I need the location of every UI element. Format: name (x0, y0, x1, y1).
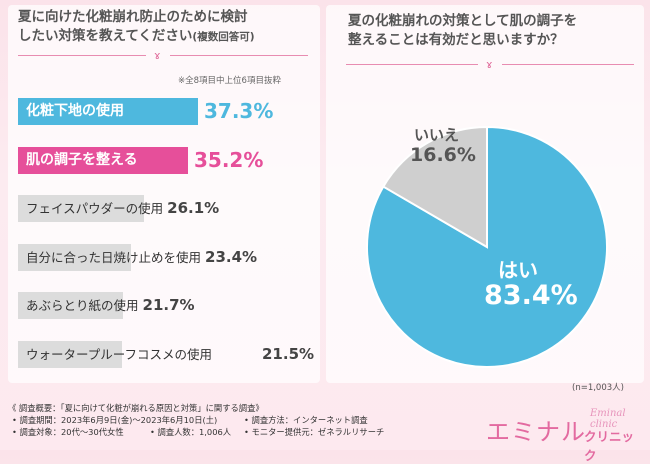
right-question-line2: 整えることは有効だと思いますか？ (348, 32, 564, 48)
sample-size-label: (n=1,003人) (572, 383, 624, 393)
left-divider (18, 55, 146, 56)
bar-3 (18, 243, 131, 271)
left-divider (170, 55, 308, 56)
left-question-suffix: (複数回答可) (192, 31, 255, 43)
clinic-logo: エミナル Eminal clinic クリニック (486, 404, 642, 463)
bar-value-0: 37.3% (204, 99, 274, 123)
left-question-line1: 夏に向けた化粧崩れ防止のために検討 (18, 9, 248, 25)
right-divider (346, 64, 478, 65)
right-question-line1: 夏の化粧崩れの対策として肌の調子を (348, 13, 578, 29)
pie-label-yes: はい (498, 258, 538, 282)
pie-value-yes: 83.4% (484, 280, 578, 311)
pie-slice-no (381, 125, 488, 249)
bar-value-1: 35.2% (194, 147, 264, 172)
left-question: 夏に向けた化粧崩れ防止のために検討 したい対策を教えてください(複数回答可) (18, 8, 308, 47)
bar-value-3: 23.4% (205, 247, 258, 266)
survey-period: • 調査期間：2023年6月9日(金)〜2023年6月10日(土) (12, 415, 218, 425)
bar-value-4: 21.7% (142, 296, 195, 314)
pie-chart (366, 125, 608, 368)
left-question-line2: したい対策を教えてください(複数回答可) (18, 28, 255, 44)
bar-value-5: 21.5% (262, 344, 315, 363)
right-divider (502, 64, 634, 65)
bar-label-2: フェイスパウダーの使用 (26, 201, 164, 216)
bar-label-1: 肌の調子を整える (26, 151, 138, 168)
bar-value-2: 26.1% (167, 199, 220, 217)
pie-slice-yes (366, 125, 608, 368)
bar-label-0: 化粧下地の使用 (26, 103, 124, 119)
bar-label-5: ウォータープルーフコスメの使用 (26, 346, 213, 362)
bar-1 (18, 146, 188, 174)
logo-script-text: Eminal clinic (590, 408, 626, 430)
survey-target: • 調査対象：20代〜30代女性 (12, 427, 124, 437)
logo-sub-text: クリニック (584, 429, 635, 463)
survey-provider: • モニター提供元：ゼネラルリサーチ (244, 427, 385, 437)
right-question: 夏の化粧崩れの対策として肌の調子を 整えることは有効だと思いますか？ (348, 12, 638, 50)
ribbon-icon: ɤ (154, 49, 161, 62)
bar-label-3: 自分に合った日焼け止めを使用 (26, 249, 202, 265)
survey-summary: 《 調査概要：「夏に向けて化粧が崩れる原因と対策」に関する調査》 • 調査期間：… (8, 402, 428, 438)
bar-label-4: あぶらとり紙の使用 (26, 298, 139, 313)
left-panel (8, 5, 320, 383)
bar-4 (18, 292, 123, 319)
note-text: ※全8項目中上位6項目抜粋 (178, 76, 281, 86)
survey-title: 《 調査概要：「夏に向けて化粧が崩れる原因と対策」に関する調査》 (8, 403, 264, 413)
pie-label-no: いいえ (414, 126, 460, 144)
survey-method: • 調査方法：インターネット調査 (244, 415, 368, 425)
pie-value-no: 16.6% (410, 144, 476, 166)
bar-5 (18, 340, 122, 368)
survey-count: • 調査人数：1,006人 (150, 427, 232, 437)
bar-0 (18, 98, 198, 125)
logo-main-text: エミナル (486, 418, 586, 446)
bar-2 (18, 195, 144, 222)
ribbon-icon: ɤ (486, 58, 493, 71)
